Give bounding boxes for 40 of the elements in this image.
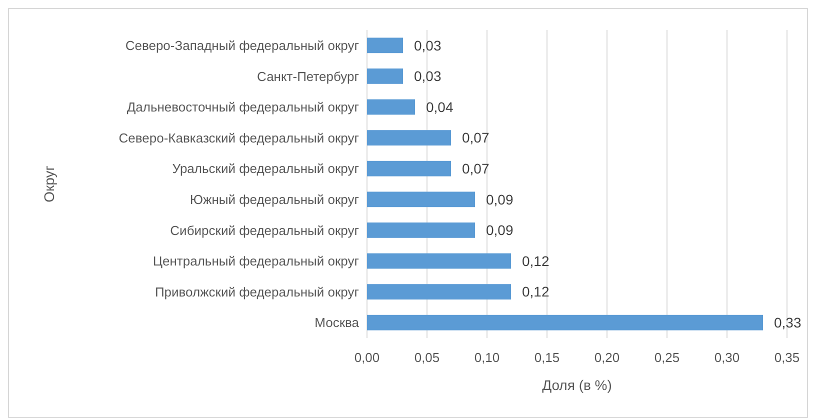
x-tick-label: 0,35 (774, 350, 800, 365)
bar (367, 284, 511, 300)
data-label: 0,33 (774, 314, 802, 330)
y-tick-label: Северо-Кавказский федеральный округ (118, 130, 360, 146)
x-tick-label: 0,00 (354, 350, 380, 365)
bar (367, 130, 451, 146)
y-tick-label: Дальневосточный федеральный округ (126, 100, 360, 115)
data-label: 0,12 (522, 252, 550, 269)
x-tick-label: 0,20 (594, 350, 620, 365)
x-tick-label: 0,25 (654, 350, 680, 365)
y-tick-label: Сибирский федеральный округ (170, 222, 360, 238)
data-label: 0,12 (522, 284, 550, 300)
y-tick-label: Москва (314, 315, 360, 330)
bar (367, 38, 403, 54)
bar (367, 192, 475, 208)
bar (367, 160, 451, 176)
y-tick-label: Санкт-Петербург (257, 68, 360, 84)
y-tick-label: Южный федеральный округ (190, 192, 360, 207)
y-tick-label: Северо-Западный федеральный округ (125, 38, 360, 53)
y-tick-label: Приволжский федеральный округ (154, 284, 360, 300)
bar (367, 68, 403, 84)
data-label: 0,04 (426, 98, 454, 115)
y-axis-title: Округ (41, 166, 57, 202)
data-label: 0,09 (486, 222, 514, 238)
data-label: 0,03 (414, 37, 442, 54)
y-tick-label: Центральный федеральный округ (152, 254, 360, 269)
data-label: 0,03 (414, 68, 442, 84)
y-tick-label: Уральский федеральный округ (172, 161, 360, 176)
bar (367, 314, 763, 330)
data-label: 0,07 (462, 130, 490, 146)
x-axis-title: Доля (в %) (542, 377, 612, 393)
bar (367, 253, 511, 269)
x-tick-label: 0,05 (414, 350, 440, 365)
bar (367, 222, 475, 238)
bar (367, 99, 415, 115)
x-tick-label: 0,15 (534, 350, 560, 365)
x-tick-label: 0,10 (474, 350, 500, 365)
x-tick-label: 0,30 (714, 350, 740, 365)
data-label: 0,07 (462, 160, 490, 176)
data-label: 0,09 (486, 191, 514, 208)
